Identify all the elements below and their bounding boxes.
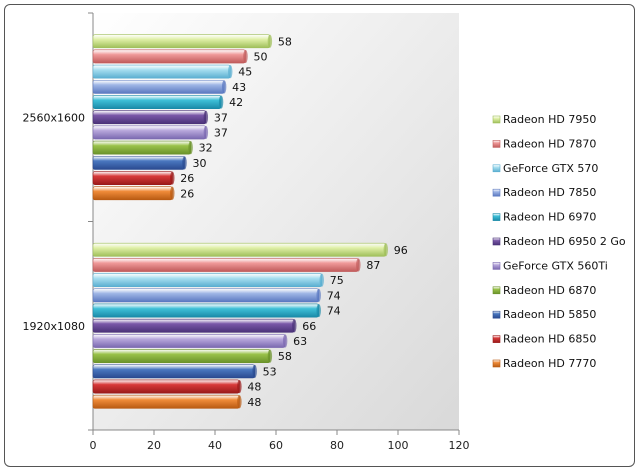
legend-swatch	[492, 188, 501, 197]
legend-label: Radeon HD 7950	[503, 113, 596, 126]
data-label: 58	[278, 35, 292, 48]
x-tick-label: 0	[90, 439, 97, 452]
bar-end-cap	[170, 171, 175, 185]
legend-swatch	[492, 213, 501, 221]
data-label: 74	[327, 289, 341, 302]
data-label: 53	[263, 365, 277, 378]
data-label: 42	[229, 96, 243, 109]
bar	[92, 258, 359, 272]
data-label: 66	[302, 320, 316, 333]
bar-end-cap	[252, 364, 257, 378]
bar	[92, 349, 271, 364]
bar-end-cap	[356, 258, 361, 272]
bar-end-cap	[170, 186, 175, 200]
legend-label: Radeon HD 7850	[503, 186, 596, 199]
legend-label: GeForce GTX 560Ti	[503, 259, 608, 272]
data-label: 30	[193, 157, 207, 170]
bar-end-cap	[203, 125, 209, 140]
bar	[92, 303, 319, 318]
data-label: 96	[394, 244, 408, 257]
bar	[92, 110, 207, 125]
bar	[92, 364, 255, 379]
bar-end-cap	[282, 334, 288, 348]
legend-swatch	[492, 310, 501, 319]
bar-end-cap	[267, 34, 273, 48]
bar-end-cap	[228, 65, 233, 79]
legend-swatch	[492, 115, 501, 124]
legend-swatch	[492, 262, 501, 270]
data-label: 37	[214, 111, 228, 124]
legend-label: GeForce GTX 570	[503, 162, 598, 175]
bar	[92, 394, 240, 409]
legend-label: Radeon HD 7770	[503, 357, 596, 370]
legend-swatch	[492, 164, 501, 173]
bar	[92, 171, 173, 185]
data-label: 74	[327, 305, 341, 318]
legend-label: Radeon HD 6850	[503, 333, 596, 346]
x-tick-label: 20	[147, 439, 161, 452]
x-tick-label: 120	[449, 439, 470, 452]
bar	[92, 334, 286, 348]
data-label: 58	[278, 350, 292, 363]
data-label: 50	[254, 50, 268, 63]
legend-label: Radeon HD 6950 2 Go	[503, 235, 626, 248]
legend-swatch	[492, 359, 501, 368]
bar	[92, 64, 231, 79]
bar-end-cap	[237, 379, 242, 394]
bar	[92, 155, 185, 170]
x-tick-label: 80	[330, 439, 344, 452]
data-label: 26	[180, 172, 194, 185]
bar	[92, 34, 271, 49]
bar	[92, 242, 387, 257]
legend-label: Radeon HD 6970	[503, 211, 596, 224]
legend-swatch	[492, 335, 501, 343]
bar	[92, 79, 225, 94]
bar-end-cap	[319, 273, 324, 287]
bar	[92, 140, 191, 155]
bar-end-cap	[188, 141, 193, 155]
x-tick-label: 100	[388, 439, 409, 452]
legend-swatch	[492, 140, 501, 148]
bar	[92, 95, 222, 109]
bar-end-cap	[316, 303, 321, 318]
bar-end-cap	[292, 319, 297, 333]
x-tick-label: 60	[269, 439, 283, 452]
x-tick-label: 40	[208, 439, 222, 452]
bar	[92, 49, 246, 64]
bar-end-cap	[383, 243, 388, 257]
data-label: 48	[247, 381, 261, 394]
bar-end-cap	[203, 110, 209, 124]
bar	[92, 125, 207, 140]
data-label: 43	[232, 81, 246, 94]
data-label: 32	[199, 142, 213, 155]
data-label: 26	[180, 187, 194, 200]
legend-label: Radeon HD 7870	[503, 137, 596, 150]
data-label: 45	[238, 66, 252, 79]
bar	[92, 186, 173, 201]
legend-label: Radeon HD 5850	[503, 308, 596, 321]
legend-label: Radeon HD 6870	[503, 284, 596, 297]
data-label: 48	[247, 396, 261, 409]
bar	[92, 379, 240, 394]
category-label: 2560x1600	[23, 111, 86, 124]
chart-frame: 0 20 40 60 80 100 120 1920x1080 96 87 75 74 74 66 63 58…	[4, 4, 635, 467]
bar-chart: 0 20 40 60 80 100 1201920x10809687757474666358…	[23, 12, 626, 452]
bar-end-cap	[267, 349, 273, 363]
bar-end-cap	[182, 156, 187, 170]
bar	[92, 273, 323, 288]
bar	[92, 318, 295, 333]
category-label: 1920x1080	[23, 320, 86, 333]
data-label: 37	[214, 126, 228, 139]
legend-swatch	[492, 237, 501, 246]
bar-end-cap	[237, 395, 242, 409]
bar-end-cap	[316, 288, 321, 302]
bar-end-cap	[218, 95, 224, 109]
bar-end-cap	[243, 49, 248, 64]
data-label: 75	[330, 274, 344, 287]
bar-end-cap	[221, 80, 227, 94]
bar	[92, 288, 319, 303]
data-label: 63	[293, 335, 307, 348]
legend-swatch	[492, 286, 501, 295]
data-label: 87	[366, 259, 380, 272]
